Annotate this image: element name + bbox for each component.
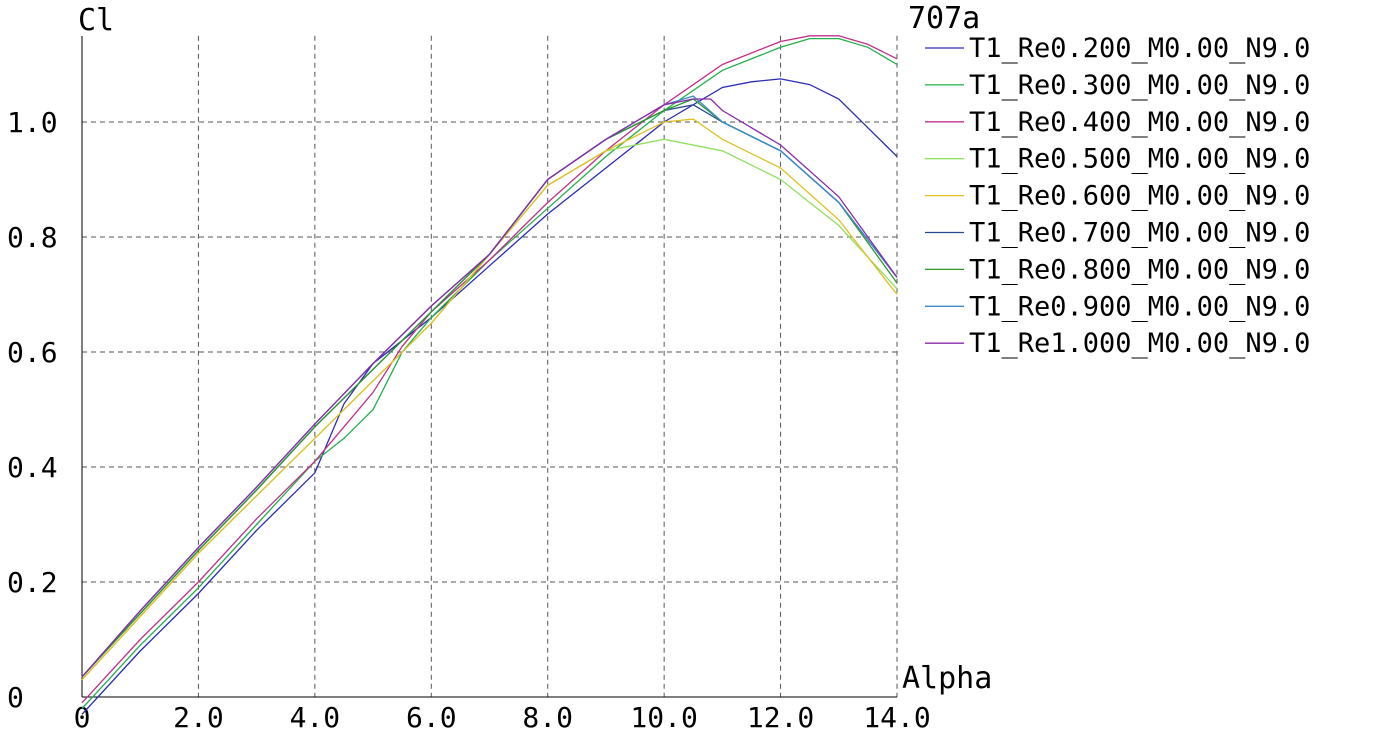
series-line — [81, 78, 898, 715]
y-tick-label: 0.8 — [7, 221, 58, 254]
x-tick-label: 10.0 — [630, 701, 697, 734]
chart-title: 707a — [908, 1, 980, 36]
y-axis-label: Cl — [78, 3, 114, 38]
x-tick-label: 6.0 — [406, 701, 457, 734]
legend-label: T1_Re1.000_M0.00_N9.0 — [969, 328, 1310, 359]
series-line — [81, 37, 898, 709]
x-tick-label: 8.0 — [522, 701, 573, 734]
series-line — [81, 98, 898, 678]
x-tick-label: 0 — [74, 701, 91, 734]
y-tick-label: 0.4 — [7, 451, 58, 484]
grid — [82, 35, 898, 697]
x-tick-label: 14.0 — [863, 701, 930, 734]
legend-label: T1_Re0.600_M0.00_N9.0 — [969, 181, 1310, 212]
legend-label: T1_Re0.800_M0.00_N9.0 — [969, 254, 1310, 285]
series-line — [81, 118, 898, 681]
legend-label: T1_Re0.900_M0.00_N9.0 — [969, 291, 1310, 322]
plot-lines — [81, 35, 898, 715]
x-tick-label: 12.0 — [747, 701, 814, 734]
axes — [81, 36, 897, 698]
legend: T1_Re0.200_M0.00_N9.0 T1_Re0.300_M0.00_N9… — [925, 33, 1310, 359]
legend-label: T1_Re0.400_M0.00_N9.0 — [969, 107, 1310, 138]
series-line — [81, 138, 898, 681]
series-line — [81, 35, 898, 704]
legend-label: T1_Re0.200_M0.00_N9.0 — [969, 33, 1310, 64]
y-tick-label: 0.6 — [7, 336, 58, 369]
x-tick-label: 2.0 — [173, 701, 224, 734]
legend-label: T1_Re0.700_M0.00_N9.0 — [969, 218, 1310, 249]
y-tick-label: 0 — [7, 681, 24, 714]
legend-label: T1_Re0.300_M0.00_N9.0 — [969, 70, 1310, 101]
y-tick-label: 0.2 — [7, 566, 58, 599]
series-line — [81, 104, 898, 678]
x-tick-label: 4.0 — [290, 701, 341, 734]
legend-label: T1_Re0.500_M0.00_N9.0 — [969, 144, 1310, 175]
y-tick-label: 1.0 — [7, 106, 58, 139]
series-line — [81, 95, 898, 678]
series-line — [81, 98, 898, 678]
x-axis-label: Alpha — [902, 661, 992, 696]
